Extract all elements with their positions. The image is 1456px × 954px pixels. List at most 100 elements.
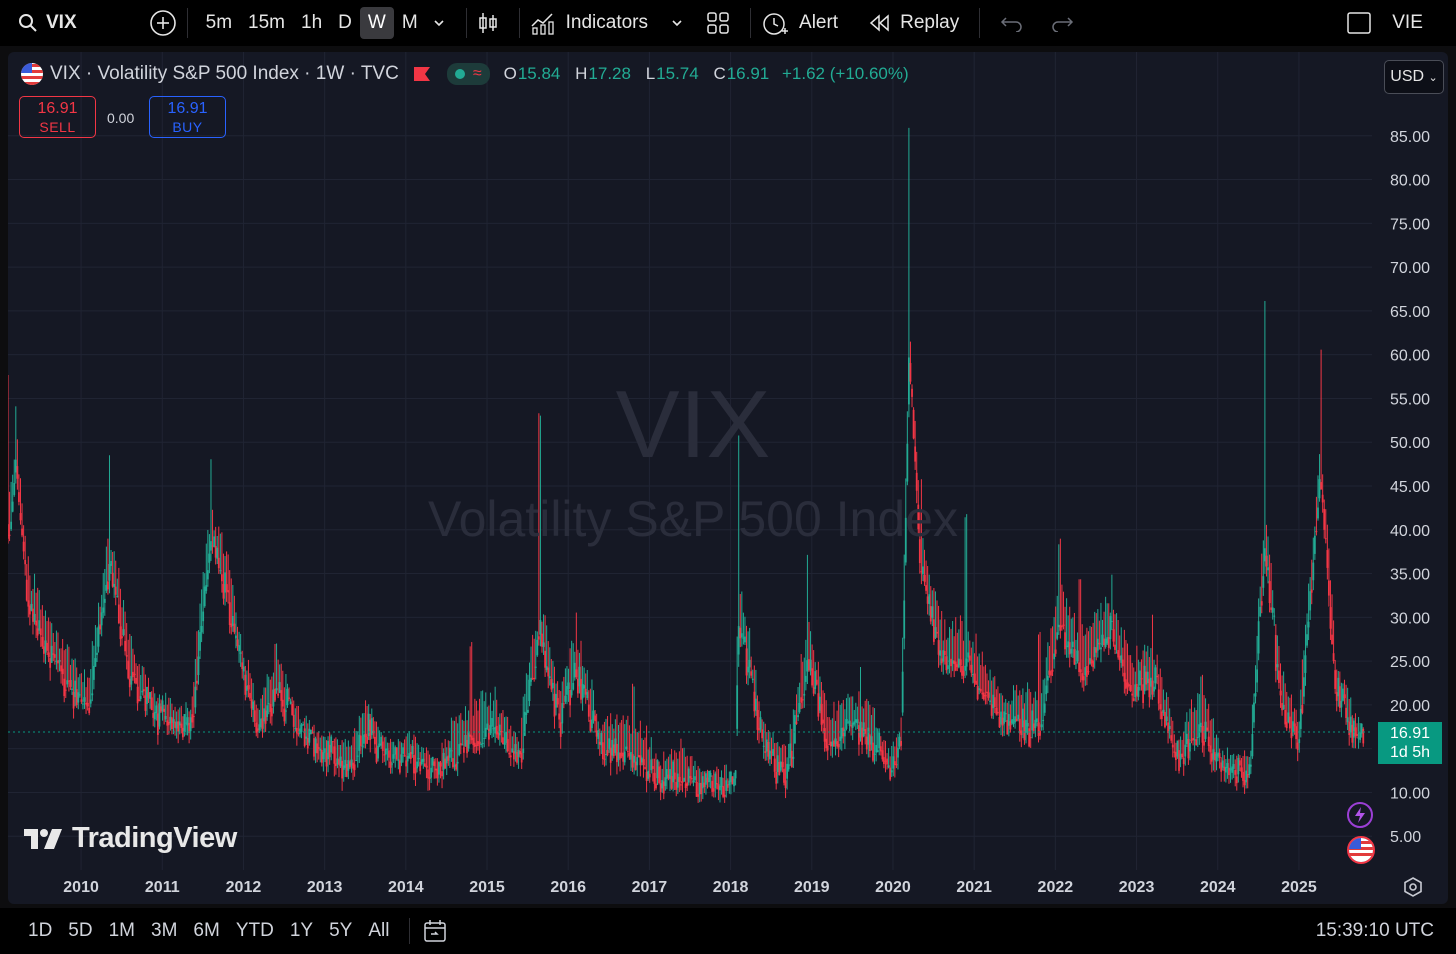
candle-body-down [1135,683,1138,696]
candle-body-down [936,631,938,634]
candle-body-up [878,732,881,749]
candle-body-down [959,659,962,666]
sell-button[interactable]: 16.91 SELL [19,96,96,138]
candle-body-down [478,741,481,745]
candle-body-up [641,757,643,763]
candle-body-down [374,736,376,745]
range-ytd[interactable]: YTD [235,920,274,941]
candle-body-up [942,650,945,662]
candle-body-down [311,732,314,734]
timeframe-1h[interactable]: 1h [301,12,323,33]
candle-body-up [572,682,575,690]
candle-body-down [1206,727,1209,731]
layout-button[interactable] [706,0,730,46]
candle-body-up [202,611,205,622]
go-to-date-icon[interactable] [422,918,448,944]
candle-body-up [1012,719,1015,724]
us-market-flag-icon[interactable] [1347,836,1375,864]
candle-body-up [486,723,489,730]
range-5d[interactable]: 5D [68,920,93,941]
flag-marker-icon[interactable] [413,66,431,82]
timeframe-d[interactable]: D [338,12,352,33]
candle-body-down [114,586,117,595]
candle-body-down [364,733,367,738]
candle-body-up [377,745,379,759]
candle-body-down [1159,704,1162,710]
candle-body-down [619,752,621,759]
indicators-button[interactable]: Indicators [530,0,648,46]
candle-body-down [99,624,102,630]
range-1d[interactable]: 1D [28,920,53,941]
candle-body-up [1357,737,1360,739]
candle-body-down [353,764,356,771]
range-all[interactable]: All [368,920,390,941]
candle-body-up [363,734,365,744]
timeframe-m[interactable]: M [401,12,418,33]
chart-type-button[interactable] [477,0,499,46]
toolbar-divider [979,8,981,38]
timeframe-15m[interactable]: 15m [248,12,285,33]
undo-button[interactable] [1000,0,1024,46]
range-1y[interactable]: 1Y [289,920,314,941]
candle-body-down [1274,634,1277,671]
x-tick-label: 2014 [388,879,424,896]
range-1m[interactable]: 1M [108,920,135,941]
candle-body-down [1345,707,1347,718]
candle-body-down [775,771,778,784]
candle-body-down [953,660,956,665]
buy-price: 16.91 [167,100,208,117]
candle-body-down [884,760,887,762]
candle-body-up [445,756,448,764]
currency-select[interactable]: USD ⌄ [1384,60,1444,94]
candle-body-down [940,658,943,664]
tradingview-logo[interactable]: TradingView [22,822,237,855]
timeframe-5m[interactable]: 5m [205,12,233,33]
candle-body-down [917,504,920,530]
redo-button[interactable] [1050,0,1074,46]
compare-add-button[interactable] [149,0,177,46]
range-3m[interactable]: 3M [151,920,178,941]
toolbar-right-label[interactable]: VIE [1392,12,1423,33]
candle-body-up [1249,764,1252,767]
candle-body-up [650,759,653,771]
x-tick-label: 2012 [226,879,262,896]
candle-body-up [324,748,326,753]
candle-body-down [1321,494,1324,503]
replay-button[interactable]: Replay [868,0,959,46]
candle-body-up [897,747,899,758]
symbol-title[interactable]: VIX · Volatility S&P 500 Index · 1W · TV… [50,63,399,84]
candle-body-up [1306,634,1308,646]
lightning-icon[interactable] [1347,802,1373,828]
candle-body-down [1157,689,1160,704]
candle-body-down [601,742,604,760]
candle-body-down [1356,734,1358,736]
fullscreen-button[interactable] [1346,0,1372,46]
candle-body-up [898,736,901,747]
market-status-pill[interactable]: ≈ [446,63,490,85]
range-6m[interactable]: 6M [193,920,220,941]
candle-body-up [38,620,41,631]
candle-body-up [14,459,17,473]
candle-body-up [564,695,567,702]
candle-body-up [890,770,893,773]
symbol-search[interactable]: VIX [18,0,77,46]
buy-button[interactable]: 16.91 BUY [149,96,226,138]
candle-body-up [1036,718,1038,723]
utc-clock[interactable]: 15:39:10 UTC [1315,920,1434,941]
chevron-down-icon[interactable] [432,16,446,30]
timeframe-w[interactable]: W [359,7,394,39]
candle-body-up [542,642,545,647]
candle-body-down [781,761,784,768]
alert-button[interactable]: Alert [761,0,838,46]
candle-body-down [1001,717,1004,726]
chart-panel[interactable]: 5.0010.0015.0020.0025.0030.0035.0040.004… [8,52,1448,904]
templates-dropdown[interactable] [670,0,684,46]
axis-settings-icon[interactable] [1402,876,1424,898]
price-chart[interactable]: 5.0010.0015.0020.0025.0030.0035.0040.004… [8,52,1448,904]
candle-body-down [403,755,406,757]
sell-label: SELL [39,119,76,135]
candle-body-down [731,776,734,785]
range-5y[interactable]: 5Y [329,920,353,941]
candle-body-up [736,685,739,729]
candle-body-up [528,679,531,701]
